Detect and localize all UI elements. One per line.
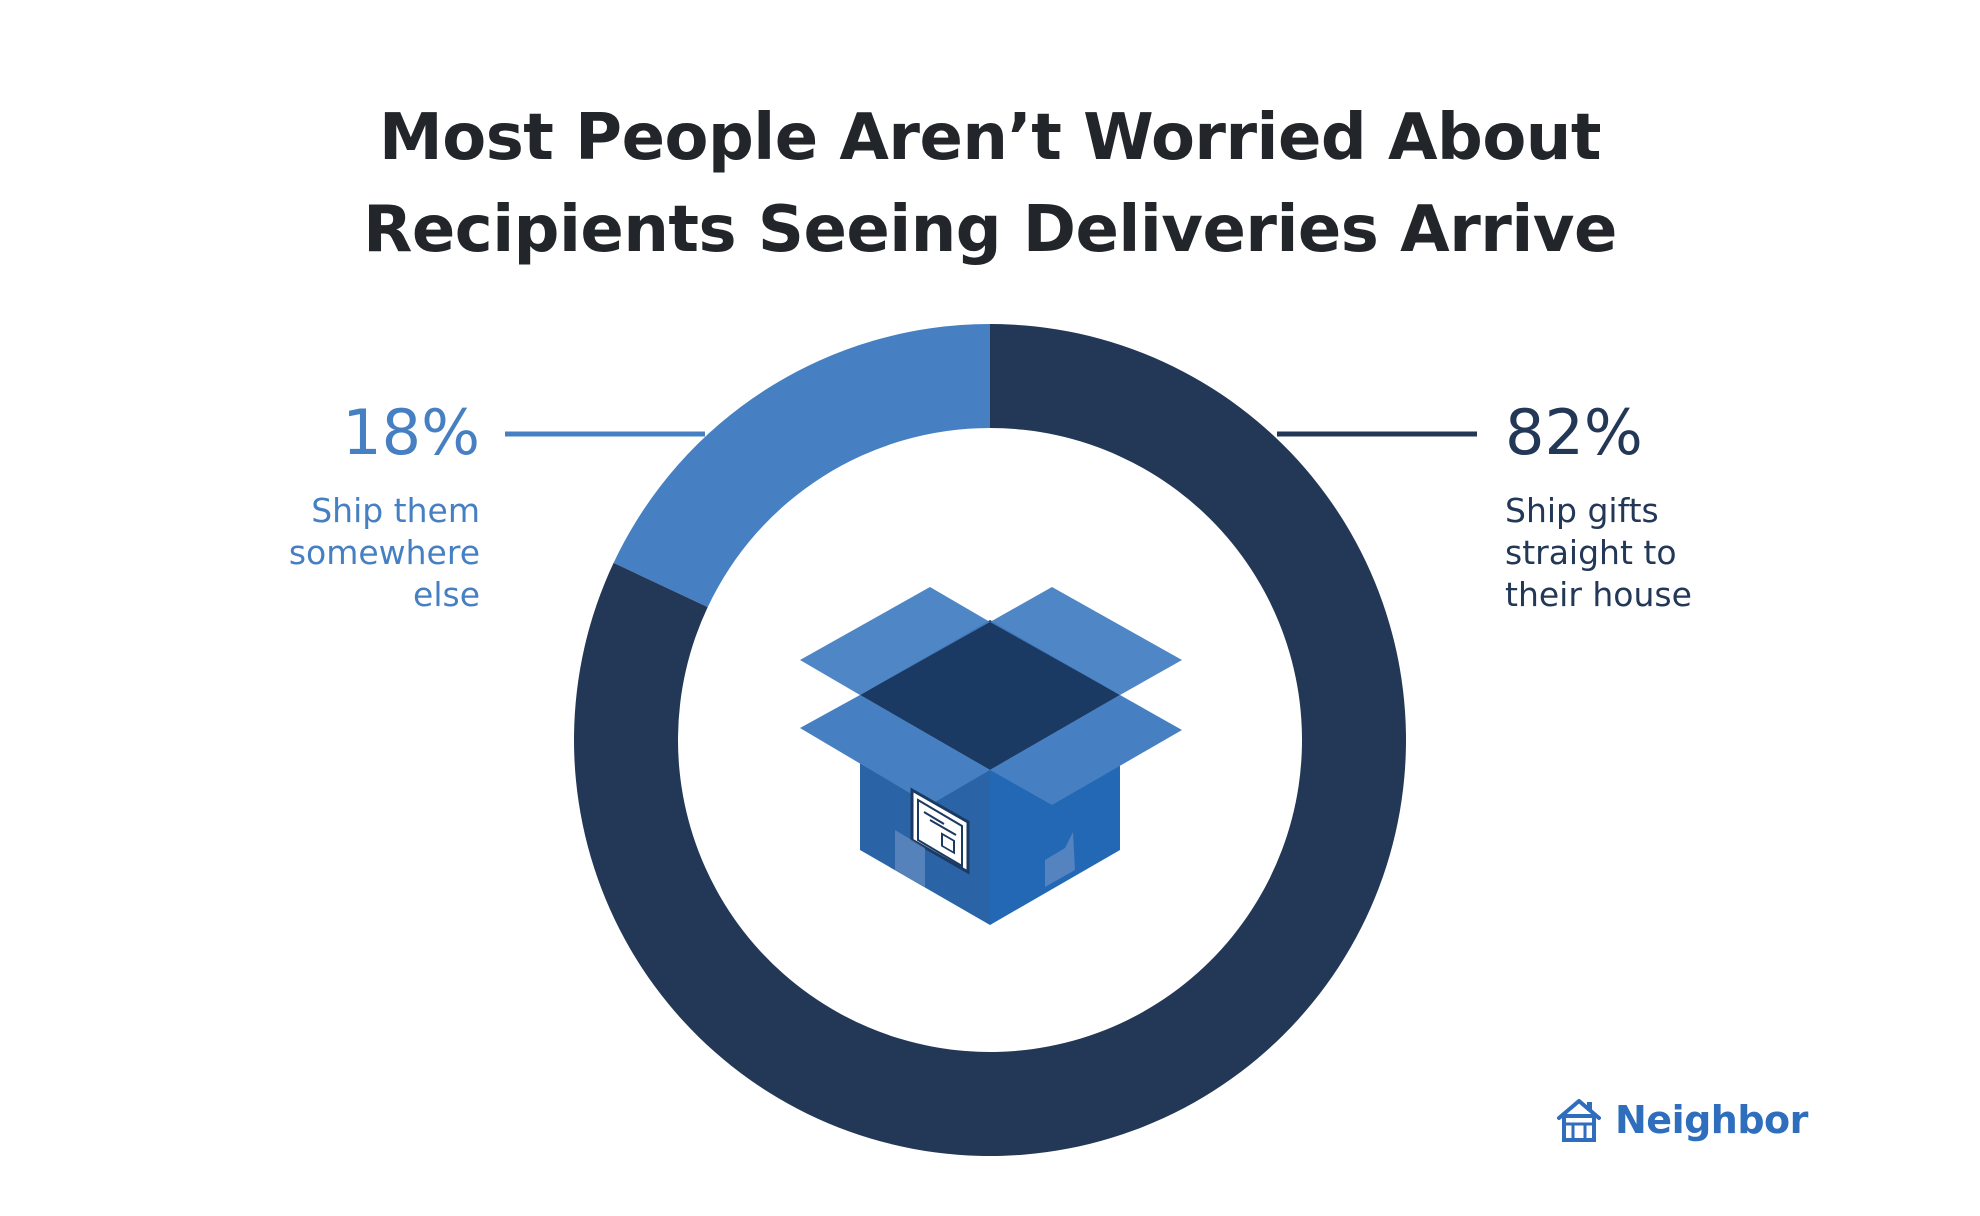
slice-label-desc-left: Ship them somewhere else [160, 490, 480, 616]
brand-name: Neighbor [1615, 1098, 1808, 1142]
house-logo-icon [1557, 1099, 1601, 1142]
slice-label-value-right: 82% [1505, 396, 1643, 469]
slice-label-desc-left-line-3: else [413, 575, 480, 614]
slice-label-value-left: 18% [342, 396, 480, 469]
donut-slices [573, 324, 1406, 1156]
slice-label-desc-left-line-2: somewhere [288, 533, 480, 572]
brand-logo: Neighbor [1555, 1090, 1808, 1150]
slice-label-desc-right: Ship gifts straight to their house [1505, 490, 1825, 616]
slice-label-desc-left-line-1: Ship them [311, 491, 480, 530]
open-cardboard-box-icon [800, 587, 1182, 925]
chart-title-line-1: Most People Aren’t Worried About [379, 101, 1601, 175]
chart-title-line-2: Recipients Seeing Deliveries Arrive [363, 193, 1617, 267]
slice-label-desc-right-line-1: Ship gifts [1505, 491, 1659, 530]
slice-label-desc-right-line-3: their house [1505, 575, 1692, 614]
slice-label-desc-right-line-2: straight to [1505, 533, 1677, 572]
donut-slice-1 [613, 324, 990, 608]
chart-title: Most People Aren’t Worried About Recipie… [0, 92, 1980, 276]
